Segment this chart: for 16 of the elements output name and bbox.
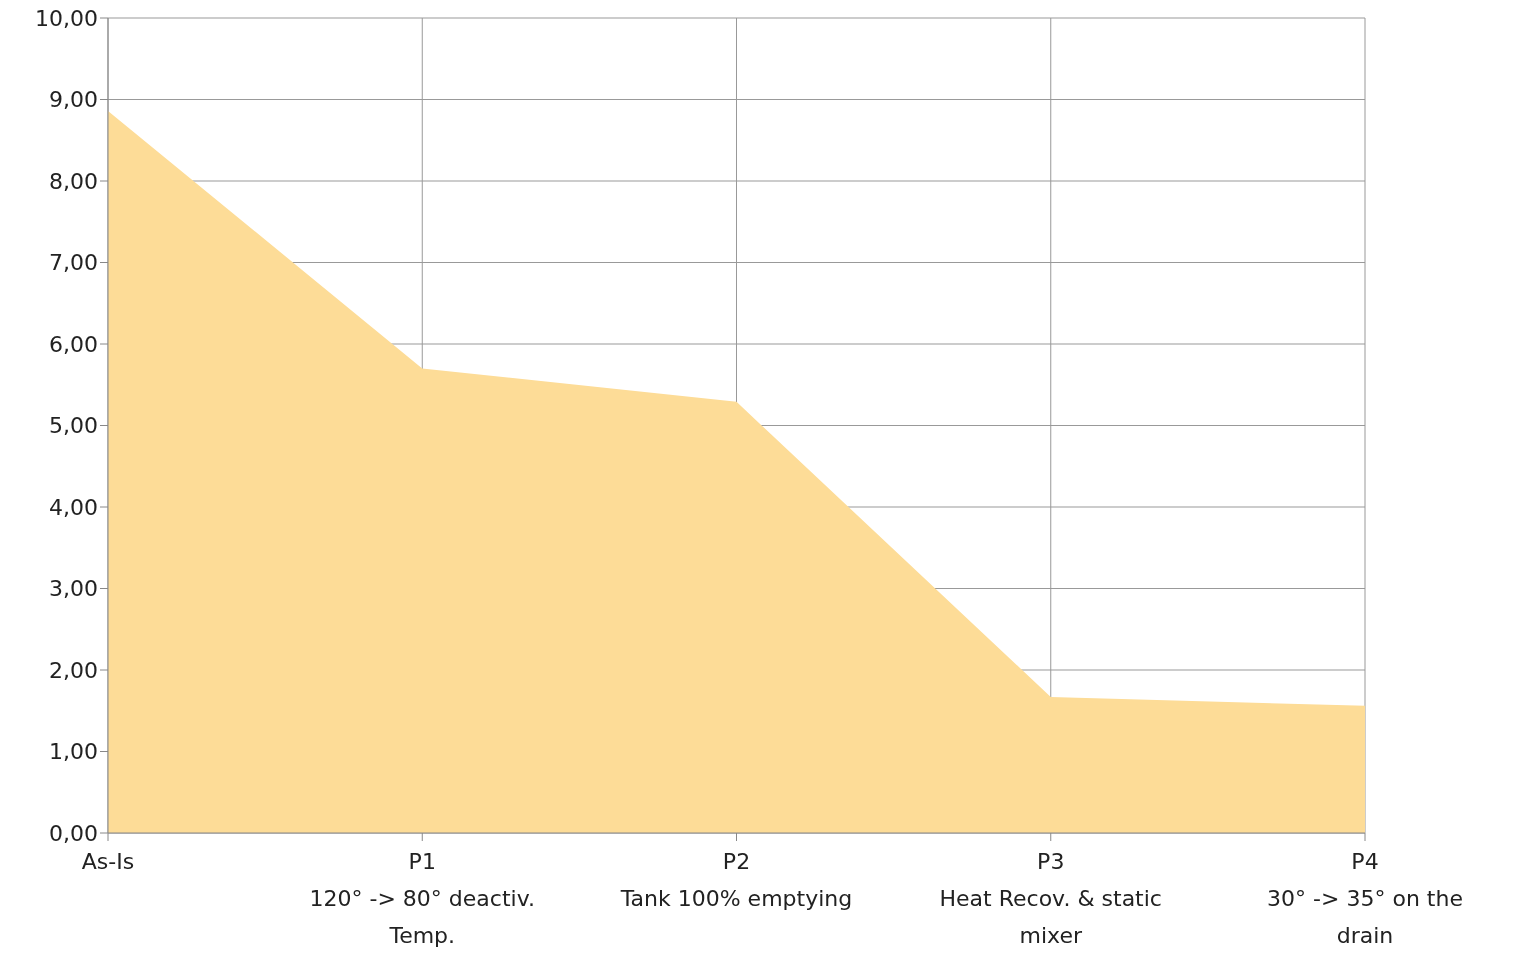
y-tick-label: 2,00 (49, 657, 98, 683)
x-tick-label: P3 Heat Recov. & static mixer (939, 849, 1162, 948)
x-tick-label: P2 Tank 100% emptying (619, 849, 853, 911)
y-tick-label: 10,00 (35, 5, 98, 31)
y-tick-label: 5,00 (49, 413, 98, 439)
y-tick-label: 1,00 (49, 739, 98, 765)
x-tick-label: P4 30° -> 35° on the drain (1267, 849, 1463, 948)
y-tick-label: 0,00 (49, 820, 98, 846)
y-tick-label: 4,00 (49, 494, 98, 520)
y-tick-label: 8,00 (49, 168, 98, 194)
x-tick-label: As-Is (81, 849, 135, 874)
y-tick-label: 9,00 (49, 87, 98, 113)
y-tick-label: 7,00 (49, 250, 98, 276)
y-tick-label: 3,00 (49, 576, 98, 602)
y-tick-label: 6,00 (49, 331, 98, 357)
x-tick-label: P1 120° -> 80° deactiv. Temp. (309, 849, 535, 948)
